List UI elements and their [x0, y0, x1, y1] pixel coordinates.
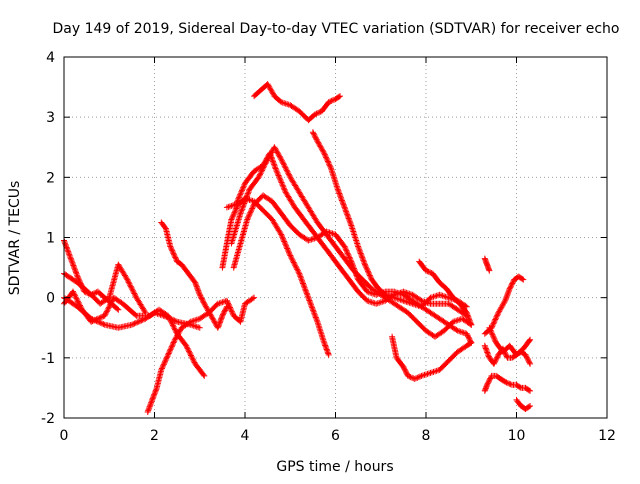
x-tick-label: 0 — [60, 428, 69, 444]
data-markers — [482, 256, 493, 274]
series-track-i — [228, 144, 474, 339]
data-markers — [310, 129, 470, 310]
data-points — [61, 81, 533, 415]
x-tick-label: 4 — [241, 428, 250, 444]
data-markers — [482, 373, 533, 394]
x-tick-label: 8 — [422, 428, 431, 444]
y-tick-label: 0 — [46, 291, 55, 307]
y-tick-label: 1 — [46, 231, 55, 247]
y-tick-label: -1 — [41, 351, 55, 367]
y-tick-label: -2 — [41, 411, 55, 427]
x-tick-label: 12 — [598, 428, 616, 444]
series-track-r — [482, 373, 533, 394]
x-tick-label: 2 — [150, 428, 159, 444]
y-tick-label: 4 — [46, 50, 55, 66]
data-markers — [389, 334, 474, 382]
series-track-b — [61, 289, 207, 379]
x-axis-label: GPS time / hours — [276, 459, 393, 475]
chart-title: Day 149 of 2019, Sidereal Day-to-day VTE… — [53, 21, 620, 37]
y-tick-label: 2 — [46, 170, 55, 186]
series-track-m — [389, 334, 474, 382]
data-markers — [61, 289, 207, 379]
series-track-o — [482, 256, 493, 274]
y-tick-label: 3 — [46, 110, 55, 126]
y-axis-label: SDTVAR / TECUs — [7, 181, 23, 296]
x-tick-label: 6 — [331, 428, 340, 444]
x-tick-label: 10 — [508, 428, 526, 444]
data-markers — [228, 144, 474, 339]
series-track-l — [310, 129, 470, 310]
